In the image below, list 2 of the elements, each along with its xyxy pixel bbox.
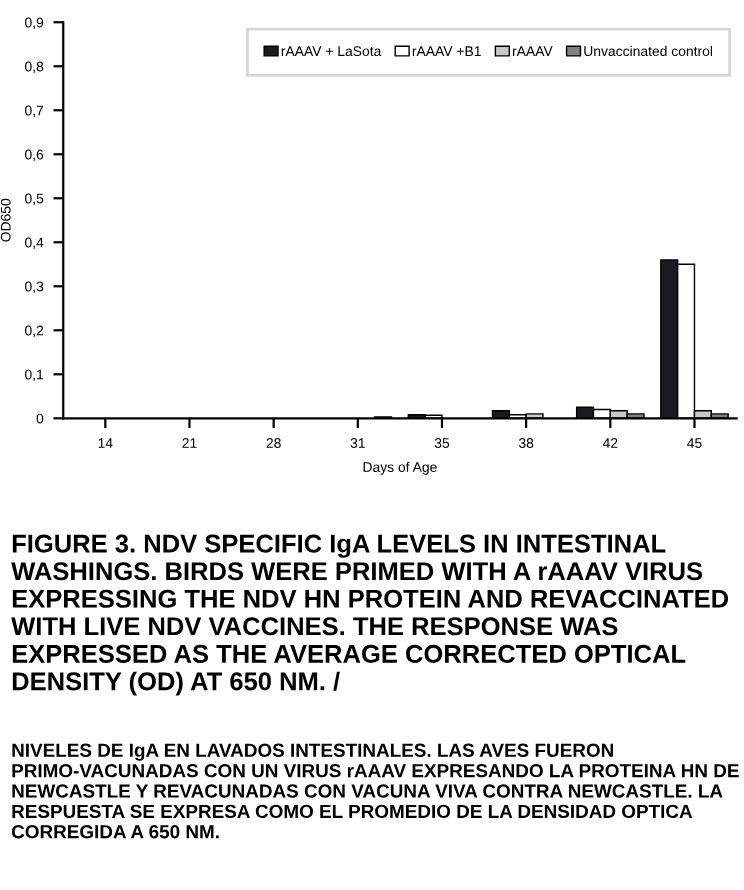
caption: FIGURE 3. NDV SPECIFIC IgA LEVELS IN INTESTINAL WASHINGS. BIRDS WERE PRIMED WITH A rAAAV VIRUS EXPRESSING THE NDV HN PROTEIN AND REVACCINATED WITH LIVE NDV VACCINES. THE RESPONSE WAS EXPRESSED AS THE AVERAGE CORRECTED OPTICAL DENSITY (OD) AT 650 NM. / <box>11 534 729 696</box>
text: NIVELES DE IgA EN LAVADOS INTESTINALES. LAS AVES FUERON PRIMO-VACUNADAS CON UN VIRUS rAAAV EXPRESANDO LA PROTEINA HN DE NEWCASTLE Y REVACUNADAS CON VACUNA VIVA CONTRA NEWCASTLE. LA RESPUESTA SE EXPRESA COMO EL PROMEDIO DE LA DENSIDAD OPTICA CORREGIDA A 650 NM. <box>11 743 739 839</box>
